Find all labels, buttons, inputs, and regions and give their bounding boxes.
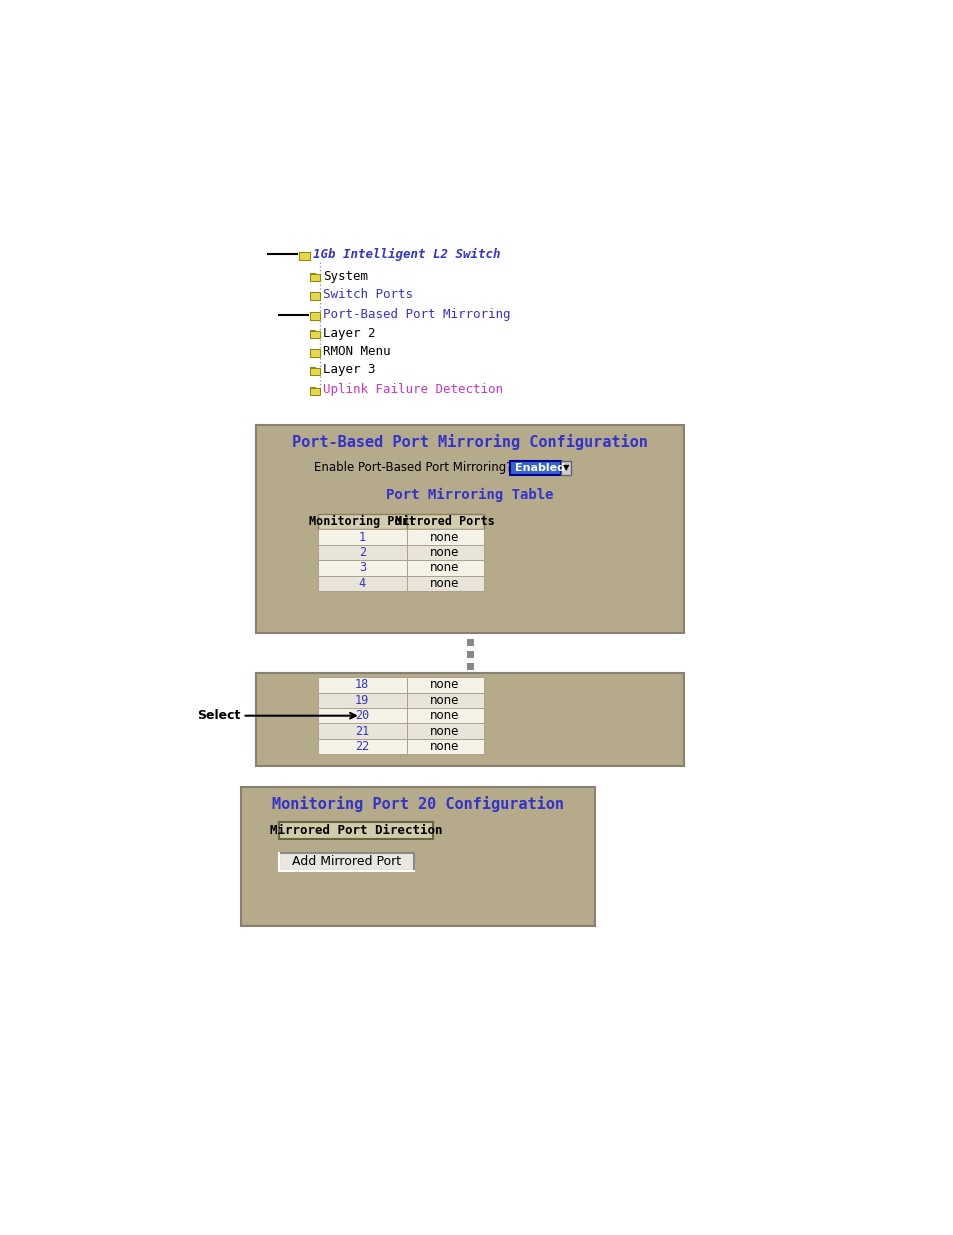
Bar [466,663,473,671]
Bar [317,724,406,739]
Text: 20: 20 [355,709,369,722]
Text: Switch Ports: Switch Ports [323,288,413,301]
Bar [309,368,320,375]
Bar [317,739,406,755]
Bar [317,561,406,576]
Bar [317,677,406,693]
Bar [406,561,483,576]
Bar [309,273,314,275]
Bar [317,693,406,708]
Bar [309,311,314,314]
Text: none: none [430,725,459,737]
Bar [256,425,683,634]
Text: Mirrored Ports: Mirrored Ports [395,515,495,529]
Bar [406,530,483,545]
Text: Mirrored Port Direction: Mirrored Port Direction [270,824,442,837]
Text: Port-Based Port Mirroring Configuration: Port-Based Port Mirroring Configuration [292,435,647,451]
Bar [406,514,483,530]
Text: none: none [430,740,459,753]
Bar [510,461,560,474]
Bar [309,350,320,357]
Text: none: none [430,546,459,559]
Bar [317,514,406,530]
Text: Port Mirroring Table: Port Mirroring Table [386,488,554,501]
Bar [466,638,473,646]
Text: 18: 18 [355,678,369,692]
Bar [317,576,406,592]
Bar [310,461,572,475]
Text: Port-Based Port Mirroring: Port-Based Port Mirroring [323,308,511,321]
Bar [279,852,414,871]
Text: Layer 3: Layer 3 [323,363,375,377]
Text: Add Mirrored Port: Add Mirrored Port [292,856,401,868]
Text: Uplink Failure Detection: Uplink Failure Detection [323,384,503,396]
Bar [406,708,483,724]
Bar [298,252,309,259]
Text: Monitoring Port 20 Configuration: Monitoring Port 20 Configuration [272,797,563,813]
Text: none: none [430,678,459,692]
Text: 22: 22 [355,740,369,753]
Text: none: none [430,709,459,722]
Bar [406,576,483,592]
Text: 1Gb Intelligent L2 Switch: 1Gb Intelligent L2 Switch [313,248,499,261]
Bar [309,388,314,389]
Text: 2: 2 [358,546,365,559]
Bar [256,673,683,766]
Text: none: none [430,694,459,706]
Bar [406,693,483,708]
Text: none: none [430,562,459,574]
Text: Enable Port-Based Port Mirroring?: Enable Port-Based Port Mirroring? [314,461,512,474]
Bar [309,388,320,395]
Bar [406,739,483,755]
Text: System: System [323,269,368,283]
Text: Enabled: Enabled [515,463,564,473]
Text: 21: 21 [355,725,369,737]
Bar [309,274,320,282]
Bar [406,677,483,693]
Text: none: none [430,577,459,590]
Bar [317,708,406,724]
Bar [309,312,320,320]
Bar [241,787,595,926]
Text: RMON Menu: RMON Menu [323,345,391,358]
Bar [309,330,314,332]
Text: Select: Select [197,709,241,722]
Text: 19: 19 [355,694,369,706]
Text: 3: 3 [358,562,365,574]
Bar [317,545,406,561]
Bar [466,651,473,658]
Text: 4: 4 [358,577,365,590]
Text: 1: 1 [358,531,365,543]
Bar [406,545,483,561]
Text: none: none [430,531,459,543]
Bar [309,293,320,300]
Bar [406,724,483,739]
Text: Layer 2: Layer 2 [323,326,375,340]
Bar [309,367,314,369]
Bar [309,331,320,338]
Bar [279,823,433,839]
Bar [317,530,406,545]
Bar [309,348,314,351]
Bar [560,461,571,474]
Bar [298,252,304,254]
Bar [309,291,314,294]
Text: ▼: ▼ [562,463,569,472]
Text: Monitoring Port: Monitoring Port [309,515,416,529]
